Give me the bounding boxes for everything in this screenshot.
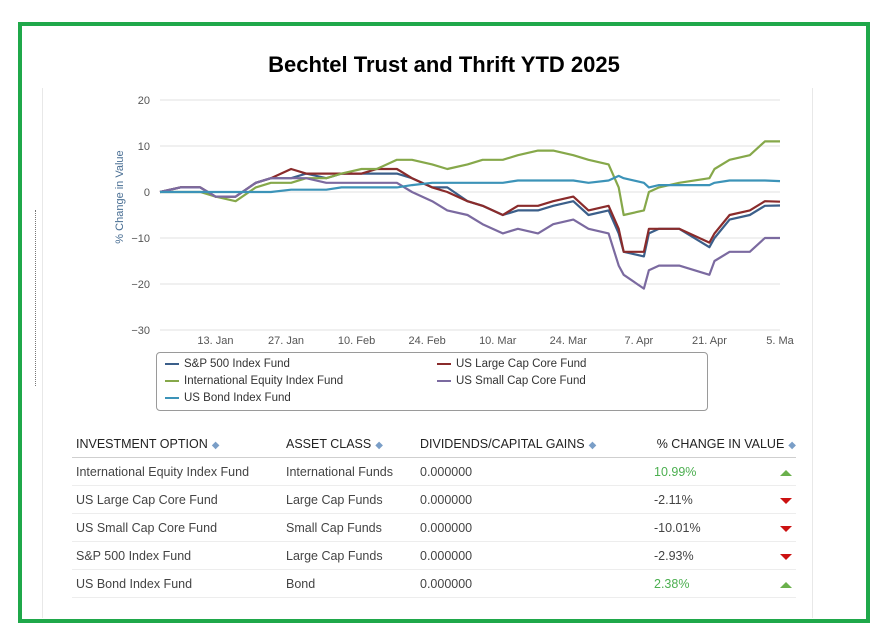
- col-header-investment-option[interactable]: INVESTMENT OPTION ◆: [72, 430, 282, 458]
- series-line-international-equity-index-fund: [160, 140, 780, 217]
- down-arrow-icon: [780, 525, 792, 532]
- legend-swatch: [165, 380, 179, 382]
- up-arrow-icon: [780, 469, 792, 476]
- table-row: International Equity Index Fund Internat…: [72, 457, 796, 486]
- y-tick-label: −10: [131, 233, 150, 245]
- legend-item-international-equity[interactable]: International Equity Index Fund: [165, 375, 343, 387]
- table-row: US Small Cap Core Fund Small Cap Funds 0…: [72, 513, 796, 542]
- col-header-label: DIVIDENDS/CAPITAL GAINS: [420, 436, 585, 451]
- legend-item-us-large-cap[interactable]: US Large Cap Core Fund: [437, 358, 586, 370]
- x-tick-label: 5. Ma: [766, 335, 794, 347]
- cell-direction: [754, 457, 796, 486]
- y-tick-label: 10: [138, 141, 150, 153]
- x-tick-label: 10. Feb: [338, 335, 375, 347]
- cell-option: US Small Cap Core Fund: [72, 513, 282, 542]
- legend-label: US Small Cap Core Fund: [456, 375, 586, 387]
- sort-icon[interactable]: ◆: [211, 439, 220, 451]
- x-tick-label: 13. Jan: [197, 335, 233, 347]
- cell-option: US Bond Index Fund: [72, 569, 282, 598]
- x-tick-label: 24. Feb: [408, 335, 445, 347]
- col-header-dividends[interactable]: DIVIDENDS/CAPITAL GAINS ◆: [416, 430, 650, 458]
- sort-icon[interactable]: ◆: [788, 439, 796, 451]
- legend-item-sp500[interactable]: S&P 500 Index Fund: [165, 358, 290, 370]
- legend-item-us-small-cap[interactable]: US Small Cap Core Fund: [437, 375, 586, 387]
- series-line-us-small-cap-core-fund: [159, 177, 780, 290]
- legend-swatch: [437, 363, 451, 365]
- cell-asset-class: Bond: [282, 569, 416, 598]
- x-tick-label: 7. Apr: [624, 335, 653, 347]
- legend-label: S&P 500 Index Fund: [184, 358, 290, 370]
- cell-direction: [754, 513, 796, 542]
- table-header-row: INVESTMENT OPTION ◆ ASSET CLASS ◆ DIVIDEND…: [72, 430, 796, 458]
- x-tick-label: 27. Jan: [268, 335, 304, 347]
- table-row: US Bond Index Fund Bond 0.000000 2.38%: [72, 569, 796, 598]
- col-header-label: ASSET CLASS: [286, 436, 372, 451]
- col-header-change[interactable]: % CHANGE IN VALUE ◆: [650, 430, 796, 458]
- panel-border-right: [812, 88, 813, 618]
- page-title: Bechtel Trust and Thrift YTD 2025: [268, 52, 620, 77]
- fund-table: INVESTMENT OPTION ◆ ASSET CLASS ◆ DIVIDEND…: [72, 430, 796, 598]
- legend-swatch: [165, 397, 179, 399]
- down-arrow-icon: [780, 497, 792, 504]
- cell-direction: [754, 485, 796, 514]
- table-row: S&P 500 Index Fund Large Cap Funds 0.000…: [72, 541, 796, 570]
- table-row: US Large Cap Core Fund Large Cap Funds 0…: [72, 485, 796, 514]
- cell-dividends: 0.000000: [416, 457, 650, 486]
- y-tick-label: −30: [131, 325, 150, 337]
- cell-direction: [754, 541, 796, 570]
- cell-dividends: 0.000000: [416, 541, 650, 570]
- cell-option: US Large Cap Core Fund: [72, 485, 282, 514]
- cell-dividends: 0.000000: [416, 513, 650, 542]
- panel-border-left: [42, 88, 43, 618]
- cell-option: S&P 500 Index Fund: [72, 541, 282, 570]
- legend-item-us-bond[interactable]: US Bond Index Fund: [165, 392, 291, 404]
- y-axis-label: % Change in Value: [114, 150, 126, 243]
- cell-option: International Equity Index Fund: [72, 457, 282, 486]
- line-chart: 20 10 0 −10 −20 −30 13. Jan 27. Jan 10. Feb 24. F…: [114, 95, 794, 347]
- col-header-label: INVESTMENT OPTION: [76, 436, 208, 451]
- series-line-us-large-cap-core-fund: [159, 167, 781, 253]
- chart-frame: Bechtel Trust and Thrift YTD 2025 20 10 0 −…: [18, 22, 870, 623]
- legend-label: US Large Cap Core Fund: [456, 358, 587, 370]
- cell-asset-class: Small Cap Funds: [282, 513, 416, 542]
- x-tick-label: 10. Mar: [479, 335, 517, 347]
- y-tick-label: 20: [138, 95, 150, 107]
- down-arrow-icon: [780, 553, 792, 560]
- cell-change: 10.99%: [650, 457, 755, 486]
- cell-dividends: 0.000000: [416, 569, 650, 598]
- cell-change: -10.01%: [650, 513, 755, 542]
- up-arrow-icon: [780, 581, 792, 588]
- cell-asset-class: Large Cap Funds: [282, 541, 416, 570]
- series-line-us-bond-index-fund: [160, 174, 781, 194]
- cell-change: -2.11%: [650, 485, 755, 514]
- y-tick-label: 0: [144, 187, 150, 199]
- col-header-asset-class[interactable]: ASSET CLASS ◆: [282, 430, 416, 458]
- col-header-label: % CHANGE IN VALUE: [656, 436, 785, 451]
- cell-change: -2.93%: [650, 541, 755, 570]
- x-tick-label: 21. Apr: [692, 335, 727, 347]
- dotted-divider: [35, 210, 36, 386]
- sort-icon[interactable]: ◆: [588, 439, 597, 451]
- legend-swatch: [165, 363, 179, 365]
- cell-direction: [754, 569, 796, 598]
- legend-label: International Equity Index Fund: [184, 375, 344, 387]
- x-tick-label: 24. Mar: [550, 335, 588, 347]
- cell-change: 2.38%: [650, 569, 755, 598]
- legend-label: US Bond Index Fund: [184, 392, 291, 404]
- chart-legend: S&P 500 Index Fund US Large Cap Core Fun…: [156, 352, 708, 411]
- legend-swatch: [437, 380, 451, 382]
- cell-asset-class: Large Cap Funds: [282, 485, 416, 514]
- y-tick-label: −20: [131, 279, 150, 291]
- cell-dividends: 0.000000: [416, 485, 650, 514]
- sort-icon[interactable]: ◆: [375, 439, 383, 451]
- cell-asset-class: International Funds: [282, 457, 416, 486]
